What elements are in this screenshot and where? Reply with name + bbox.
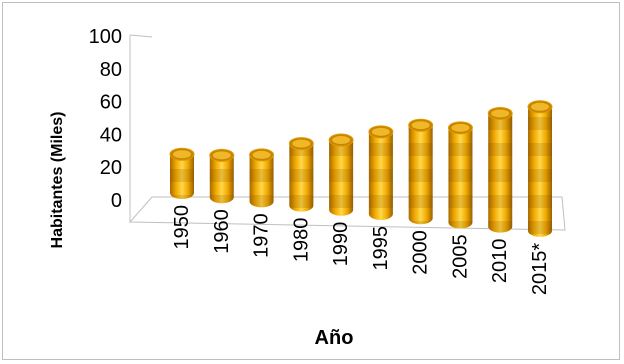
- x-tick-label: 2005: [449, 234, 471, 279]
- y-tick-label: 40: [100, 124, 122, 146]
- x-tick-label: 2000: [410, 230, 432, 275]
- y-axis-title: Habitantes (Miles): [49, 112, 66, 249]
- bar-bands: [368, 131, 393, 220]
- bar-top-highlight: [411, 121, 430, 130]
- y-tick-label: 80: [100, 59, 122, 81]
- bar: [169, 147, 195, 199]
- bar-bands: [408, 125, 433, 225]
- x-tick-label: 1995: [370, 226, 392, 271]
- bar: [368, 125, 394, 220]
- bar-top-highlight: [292, 139, 311, 148]
- x-tick-label: 1950: [171, 205, 193, 250]
- bar-bands: [289, 143, 314, 212]
- x-tick-label: 1970: [251, 213, 273, 258]
- y-tick-label: 0: [111, 190, 122, 212]
- bar: [408, 118, 434, 225]
- bar-top-highlight: [531, 102, 549, 111]
- bar-bands: [249, 154, 274, 208]
- bar: [328, 133, 354, 216]
- bar: [487, 106, 513, 233]
- x-axis-title: Año: [315, 327, 354, 349]
- bar-bands: [528, 106, 552, 237]
- bar: [209, 148, 235, 204]
- bar-top-highlight: [332, 136, 351, 145]
- bar-top-highlight: [173, 150, 191, 159]
- bar-bands: [448, 127, 473, 229]
- bar-bands: [488, 113, 513, 233]
- bar: [288, 137, 314, 212]
- bar: [447, 121, 473, 229]
- bar-top-highlight: [371, 127, 390, 136]
- y-axis-top: [129, 34, 153, 38]
- bar-top-highlight: [252, 150, 271, 159]
- bar-top-highlight: [491, 109, 510, 118]
- bar-top-highlight: [451, 123, 470, 132]
- bar-bands: [170, 154, 194, 199]
- bar: [249, 148, 275, 208]
- y-tick-label: 60: [100, 92, 122, 114]
- y-tick-label: 100: [89, 26, 122, 48]
- bar-bands: [209, 155, 234, 204]
- x-tick-label: 2010: [489, 239, 511, 284]
- bars: [169, 100, 553, 237]
- bar-bands: [329, 140, 354, 216]
- bar: [527, 100, 553, 237]
- labels: 0 20 40 60 80 100 1950 1960 1970 1980 1990 1995 2000…: [49, 26, 551, 349]
- bar-top-highlight: [212, 151, 231, 160]
- x-tick-label: 1960: [211, 209, 233, 254]
- y-tick-label: 20: [100, 157, 122, 179]
- x-tick-label: 1980: [290, 218, 312, 263]
- x-tick-label: 1990: [330, 222, 352, 266]
- x-tick-label: 2015*: [529, 243, 551, 295]
